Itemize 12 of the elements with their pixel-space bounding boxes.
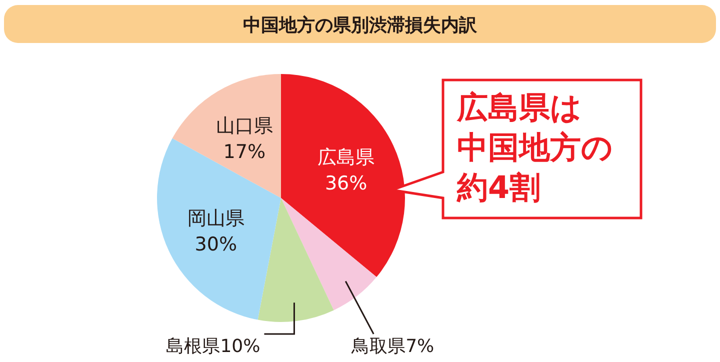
slice-label: 島根県10%: [166, 336, 260, 357]
slice-label: 山口県: [216, 115, 273, 138]
text: 約4割: [456, 170, 541, 206]
slice-label: 鳥取県7%: [350, 336, 434, 357]
data-label: 17%: [223, 141, 266, 164]
slice-label: 岡山県: [187, 208, 244, 230]
text: 広島県は: [456, 90, 582, 126]
data-label: 36%: [324, 172, 368, 194]
slice-label: 広島県: [318, 146, 375, 168]
data-label: 30%: [194, 234, 238, 256]
chart-title: 中国地方の県別渋滞損失内訳: [243, 15, 478, 36]
text: 中国地方の: [457, 130, 613, 166]
